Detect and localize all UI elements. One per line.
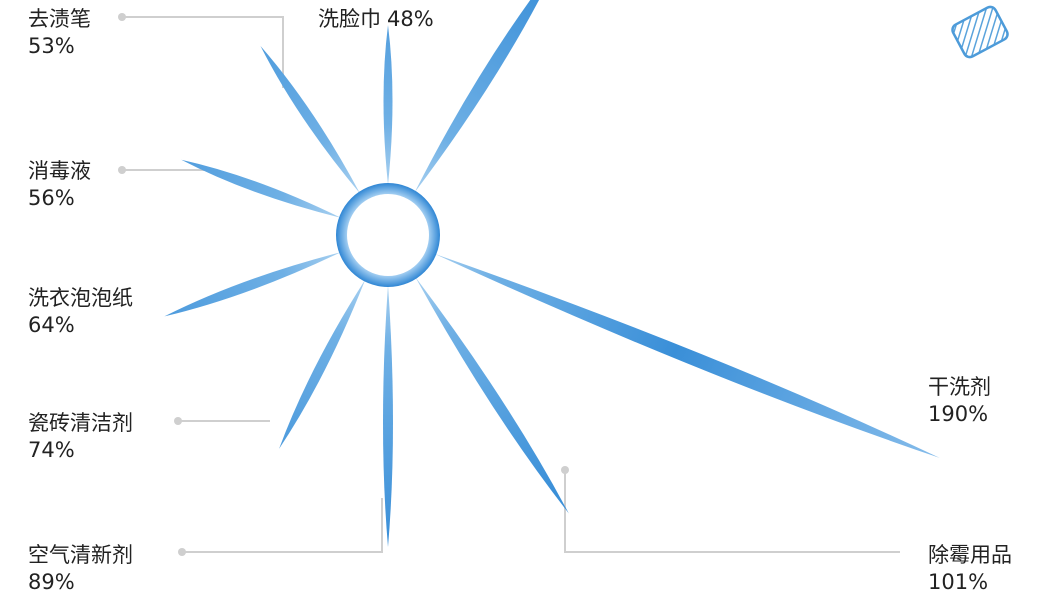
ray-2 [181,159,342,218]
value-label: 190% [928,402,989,426]
category-label: 洗衣泡泡纸 [28,286,133,310]
value-label: 101% [928,570,989,594]
center-ring [336,183,440,287]
category-label: 瓷砖清洁剂 [28,411,133,435]
leader-line-5 [182,498,383,553]
striped-tag-icon [951,5,1009,59]
value-label: 89% [28,570,75,594]
leader-line-1 [122,16,284,88]
leader-dot-5 [178,548,186,556]
ray-3 [164,252,342,317]
data-label-5: 空气清新剂 89% [28,542,133,596]
ray-1 [260,45,361,194]
ray-6 [415,276,569,514]
leader-lines [118,13,900,556]
leader-dot-6 [561,466,569,474]
leader-dot-4 [174,417,182,425]
ray-9 [414,0,540,193]
category-label: 除霉用品 [928,543,1012,567]
value-label: 53% [28,34,75,58]
category-label: 空气清新剂 [28,543,133,567]
ray-7 [434,253,940,458]
data-label-7: 干洗剂 190% [928,374,991,428]
category-label: 洗脸巾 [318,7,381,31]
data-label-1: 去渍笔 53% [28,6,91,60]
leader-dot-2 [118,166,126,174]
ray-4 [279,279,366,449]
value-label: 64% [28,313,75,337]
data-label-6: 除霉用品 101% [928,542,1012,596]
rays [164,0,940,547]
value-label: 56% [28,186,75,210]
category-label: 消毒液 [28,159,91,183]
ray-5 [383,285,393,547]
leader-line-6 [564,470,900,553]
value-label: 74% [28,438,75,462]
data-label-2: 消毒液 56% [28,158,91,212]
ray-8 [383,25,393,185]
leader-dot-1 [118,13,126,21]
data-label-8: 洗脸巾 48% [318,6,434,33]
category-label: 干洗剂 [928,375,991,399]
category-label: 去渍笔 [28,7,91,31]
data-label-3: 洗衣泡泡纸 64% [28,285,133,339]
data-label-4: 瓷砖清洁剂 74% [28,410,133,464]
value-label: 48% [387,7,434,31]
